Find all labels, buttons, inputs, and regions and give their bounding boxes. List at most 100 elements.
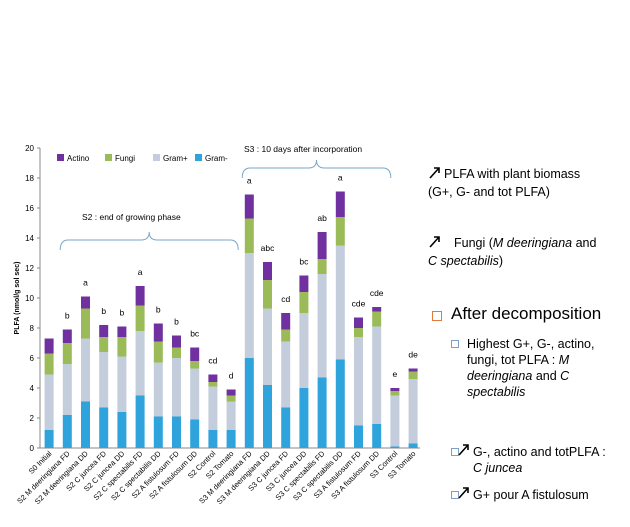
bar-segment-gram: [153, 416, 163, 448]
blue-square-bullet-icon: [451, 491, 459, 499]
legend-swatch: [195, 154, 202, 161]
bar-segment-gram: [263, 385, 272, 448]
bar-segment-gram: [317, 377, 327, 448]
legend-label: Gram+: [163, 154, 188, 163]
significance-letter: b: [156, 305, 161, 315]
bar-segment-actino: [62, 329, 72, 343]
bar-segment-gram: [172, 416, 181, 448]
bar-segment-gram: [44, 374, 54, 430]
legend-swatch: [57, 154, 64, 161]
significance-letter: cd: [208, 356, 217, 366]
bar-segment-gram: [208, 386, 218, 430]
b1c: M: [558, 353, 570, 367]
bar-segment-fungi: [317, 259, 327, 274]
bar-segment-gram: [226, 430, 236, 448]
bar-segment-actino: [390, 388, 400, 391]
note-fungi-b: M deeringiana: [492, 236, 573, 250]
bar-segment-fungi: [281, 329, 291, 342]
s2-bracket: [59, 231, 239, 251]
y-tick-label: 2: [30, 414, 35, 423]
bar-segment-actino: [190, 347, 200, 361]
bar-segment-actino: [172, 335, 181, 348]
bar-segment-fungi: [81, 308, 90, 339]
up-arrow-icon: [429, 236, 440, 248]
bar-segment-gram: [390, 395, 400, 447]
note-plant-biomass: PLFA with plant biomass (G+, G- and tot …: [428, 165, 580, 201]
bar-segment-gram: [408, 443, 418, 448]
significance-letter: cde: [370, 288, 384, 298]
blue-square-bullet-icon: [451, 340, 459, 348]
legend-swatch: [105, 154, 112, 161]
y-tick-label: 4: [30, 384, 35, 393]
bar-segment-actino: [244, 194, 254, 219]
bar-segment-actino: [299, 275, 309, 292]
bar-segment-gram: [244, 358, 254, 448]
b1g: spectabilis: [467, 385, 526, 399]
bar-segment-gram: [281, 407, 291, 448]
bar-segment-gram: [408, 379, 418, 444]
significance-letter: a: [247, 176, 252, 186]
bar-segment-gram: [172, 358, 181, 417]
significance-letter: a: [83, 278, 88, 288]
significance-letter: cde: [352, 299, 366, 309]
y-tick-label: 20: [25, 144, 34, 153]
y-tick-label: 0: [30, 444, 35, 453]
bar-segment-gram: [354, 337, 363, 426]
bar-segment-gram: [335, 359, 345, 448]
bar-segment-actino: [226, 389, 236, 396]
bar-segment-fungi: [372, 311, 382, 327]
bar-segment-fungi: [99, 337, 109, 352]
b1e: and: [532, 369, 561, 383]
bar-segment-gram: [299, 388, 309, 448]
b1a: Highest G+, G-, actino,: [467, 337, 595, 351]
bar-segment-gram: [135, 395, 145, 448]
bar-segment-gram: [190, 368, 200, 420]
s3-label: S3 : 10 days after incorporation: [244, 144, 362, 154]
bar-segment-fungi: [172, 347, 181, 358]
bar-segment-gram: [263, 308, 272, 385]
bar-segment-gram: [117, 412, 127, 448]
bar-segment-fungi: [117, 337, 127, 357]
bar-segment-fungi: [226, 395, 236, 402]
bullet-afistulosum: G+ pour A fistulosum: [473, 488, 589, 502]
y-tick-label: 10: [25, 294, 34, 303]
significance-letter: a: [138, 267, 143, 277]
bar-segment-gram: [335, 245, 345, 360]
bar-segment-gram: [372, 326, 382, 424]
blue-square-bullet-icon: [451, 448, 459, 456]
bar-segment-fungi: [153, 341, 163, 363]
note-fungi-a: Fungi (: [454, 236, 493, 250]
y-tick-label: 12: [25, 264, 34, 273]
bar-segment-gram: [390, 446, 400, 448]
bar-segment-fungi: [299, 292, 309, 313]
b2b: C juncea: [473, 461, 523, 475]
y-tick-label: 8: [30, 324, 35, 333]
significance-letter: ab: [317, 213, 327, 223]
bar-segment-gram: [62, 415, 72, 448]
significance-letter: a: [338, 173, 343, 183]
after-decomposition-heading: After decomposition: [451, 304, 602, 323]
bar-segment-gram: [244, 253, 254, 358]
bullet-highest: Highest G+, G-, actino, fungi, tot PLFA …: [467, 336, 594, 400]
bar-segment-actino: [153, 323, 163, 342]
legend-swatch: [153, 154, 160, 161]
legend-label: Actino: [67, 154, 90, 163]
bar-segment-fungi: [244, 218, 254, 253]
bar-segment-actino: [354, 317, 363, 328]
bar-segment-gram: [117, 356, 127, 412]
bar-segment-fungi: [62, 343, 72, 364]
bullet-cjuncea: G-, actino and totPLFA : C juncea: [473, 444, 606, 476]
legend-label: Fungi: [115, 154, 135, 163]
significance-letter: e: [393, 369, 398, 379]
bar-segment-actino: [263, 262, 272, 280]
bar-segment-gram: [99, 352, 109, 408]
bar-segment-gram: [44, 430, 54, 448]
significance-letter: b: [101, 306, 106, 316]
bar-segment-gram: [99, 407, 109, 448]
bar-segment-gram: [208, 430, 218, 448]
up-arrow-icon: [458, 487, 469, 499]
bar-segment-actino: [335, 191, 345, 217]
bar-segment-gram: [190, 419, 200, 448]
b2a: G-, actino and totPLFA :: [473, 445, 606, 459]
